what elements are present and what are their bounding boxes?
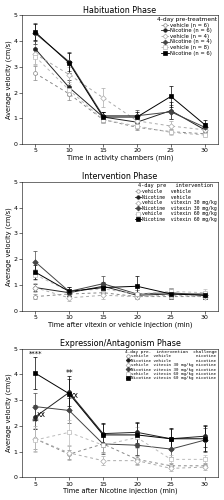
X-axis label: Time in activity chambers (min): Time in activity chambers (min)	[67, 154, 173, 161]
Title: Expression/Antagonism Phase: Expression/Antagonism Phase	[60, 339, 181, 348]
Text: **: **	[31, 418, 39, 427]
Y-axis label: Average velocity (cm/s): Average velocity (cm/s)	[6, 40, 12, 119]
Y-axis label: Average velocity (cm/s): Average velocity (cm/s)	[6, 374, 12, 452]
X-axis label: Time after Nicotine injection (min): Time after Nicotine injection (min)	[63, 488, 177, 494]
Title: Intervention Phase: Intervention Phase	[82, 172, 158, 181]
Text: ****: ****	[28, 351, 42, 357]
Legend: vehicle (n = 6), Nicotine (n = 6), vehicle (n = 4), Nicotine (n = 4), vehicle (n: vehicle (n = 6), Nicotine (n = 6), vehic…	[156, 16, 217, 56]
Y-axis label: Average velocity (cm/s): Average velocity (cm/s)	[6, 207, 12, 286]
Text: xx: xx	[37, 410, 46, 420]
Legend: vehicle   vehicle, Nicotine  vehicle, vehicle   vitexin 30 mg/kg, Nicotine  vite: vehicle vehicle, Nicotine vehicle, vehic…	[134, 183, 218, 222]
X-axis label: Time after vitexin or vehicle injection (min): Time after vitexin or vehicle injection …	[48, 322, 192, 328]
Text: xx: xx	[70, 390, 79, 400]
Legend: vehicle  vehicle          nicotine, Nicotine vehicle          nicotine, vehicle : vehicle vehicle nicotine, Nicotine vehic…	[125, 350, 218, 381]
Text: **: **	[65, 368, 73, 378]
Title: Habituation Phase: Habituation Phase	[84, 6, 157, 15]
